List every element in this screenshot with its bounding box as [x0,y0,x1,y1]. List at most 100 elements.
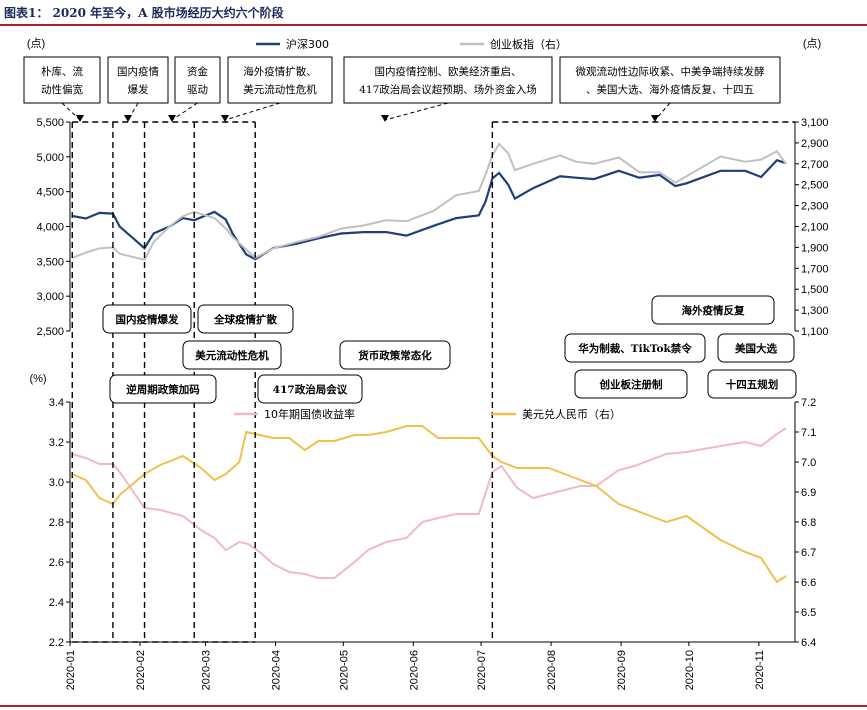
annotation-frame [559,56,781,104]
event-text: 创业板注册制 [599,378,663,391]
annotation-connector [61,102,81,121]
bottom-left-unit: (%) [29,373,46,385]
annotation-line: 爆发 [128,83,149,96]
top-series-line-0 [72,159,787,261]
annotation-line: 海外疫情扩散、 [243,65,317,78]
event-frame [574,369,688,399]
event-label-1: 全球疫情扩散 [197,304,294,334]
footer-divider [0,705,867,707]
top-left-tick-label: 4,000 [36,222,64,234]
event-text: 华为制裁、TikTok禁令 [578,342,692,355]
bottom-right-tick-label: 7.0 [801,457,816,469]
top-right-tick-label: 2,500 [801,180,829,192]
annotation-line: 动性偏宽 [41,83,83,96]
bottom-right-tick-label: 6.9 [801,487,816,499]
event-label-7: 华为制裁、TikTok禁令 [564,333,706,363]
bottom-right-tick-label: 7.2 [801,397,816,409]
top-right-unit: (点) [803,37,821,50]
event-frame [109,374,217,404]
bottom-left-tick-label: 2.4 [49,597,64,609]
legend-chinext-label: 创业板指（右） [490,37,567,51]
x-tick-label: 2020-04 [271,650,283,690]
event-label-2: 美元流动性危机 [182,340,282,370]
annotation-line: 微观流动性边际收紧、中美争端持续发酵 [576,65,765,78]
event-label-0: 国内疫情爆发 [102,304,192,334]
top-right-tick-label: 2,700 [801,159,829,171]
top-right-tick-label: 2,100 [801,222,829,234]
bottom-right-tick-label: 6.4 [801,637,816,649]
top-left-tick-label: 5,000 [36,152,64,164]
annotation-arrowhead [221,115,229,122]
annotation-connector [224,102,281,121]
annotation-line: 美元流动性危机 [243,83,317,96]
event-text: 美元流动性危机 [195,349,269,362]
bottom-right-tick-label: 6.8 [801,517,816,529]
x-tick-label: 2020-05 [338,650,350,690]
title-divider [0,24,867,26]
event-text: 国内疫情爆发 [116,313,179,326]
event-label-3: 逆周期政策加码 [109,374,217,404]
top-right-tick-label: 2,900 [801,138,829,150]
event-frame [182,340,282,370]
legends: 沪深300 创业板指（右） 10年期国债收益率 美元兑人民币（右） [234,37,621,421]
top-series-line-1 [71,142,787,262]
x-tick-label: 2020-01 [65,650,77,690]
series-layer [71,142,787,584]
event-text: 美国大选 [735,342,777,355]
annotation-line: 417政治局会议超预期、场外资金入场 [359,83,537,96]
bottom-left-tick-label: 2.6 [49,557,64,569]
annotation-arrowhead [651,115,659,122]
legend-usdcny-label: 美元兑人民币（右） [522,407,621,421]
top-right-tick-label: 1,700 [801,263,829,275]
top-left-tick-label: 2,500 [36,326,64,338]
event-frame [257,374,363,404]
annotation-connector [654,102,671,121]
top-right-tick-label: 3,100 [801,117,829,129]
top-left-unit: (点) [27,37,45,50]
annotation-frame [227,56,333,104]
bottom-series-line-1 [71,425,787,584]
bottom-right-tick-label: 6.6 [801,577,816,589]
annotation-frame [174,56,221,104]
event-frame [717,333,795,363]
x-tick-label: 2020-09 [616,650,628,690]
annotation-line: 朴库、流 [41,65,83,78]
event-text: 全球疫情扩散 [213,313,277,326]
bottom-plot-axes: 2.2 2.4 2.6 2.8 3.0 3.2 3.4 6.4 6.5 6.6 6.7 6.8 6.9 7… [29,373,816,690]
annotation-line: 驱动 [187,84,208,96]
bottom-right-tick-label: 6.5 [801,607,816,619]
bottom-left-tick-label: 2.8 [49,517,64,529]
annotation-box-3: 海外疫情扩散、美元流动性危机 [227,56,333,104]
event-text: 海外疫情反复 [682,304,745,317]
bottom-left-tick-label: 2.2 [49,637,64,649]
annotation-arrowhead [124,115,132,122]
annotation-line: 国内疫情 [117,65,159,78]
event-frame [102,304,192,334]
event-label-9: 创业板注册制 [574,369,688,399]
event-frame [707,369,797,399]
event-text: 逆周期政策加码 [126,383,200,396]
top-left-tick-label: 5,500 [36,117,64,129]
annotation-arrowhead [168,115,176,122]
top-right-tick-label: 1,300 [801,305,829,317]
phase-annotations: 朴库、流动性偏宽国内疫情爆发资金驱动海外疫情扩散、美元流动性危机国内疫情控制、欧… [23,56,781,122]
top-plot-axes: 2,500 3,000 3,500 4,000 4,500 5,000 5,500 1,100… [27,37,829,338]
x-tick-label: 2020-08 [546,650,558,690]
event-label-8: 美国大选 [717,333,795,363]
legend-hs300-label: 沪深300 [286,37,329,51]
annotation-connector [384,102,449,121]
bottom-right-tick-label: 6.7 [801,547,816,559]
annotation-connector [171,102,198,121]
annotation-box-1: 国内疫情爆发 [107,56,169,104]
top-right-tick-label: 1,900 [801,242,829,254]
event-label-4: 417政治局会议 [257,374,363,404]
page-title: 图表1： 2020 年至今，A 股市场经历大约六个阶段 [4,6,284,20]
top-right-tick-label: 1,500 [801,284,829,296]
annotation-arrowhead [381,115,389,122]
top-right-tick-label: 1,100 [801,326,829,338]
top-left-tick-label: 3,000 [36,291,64,303]
